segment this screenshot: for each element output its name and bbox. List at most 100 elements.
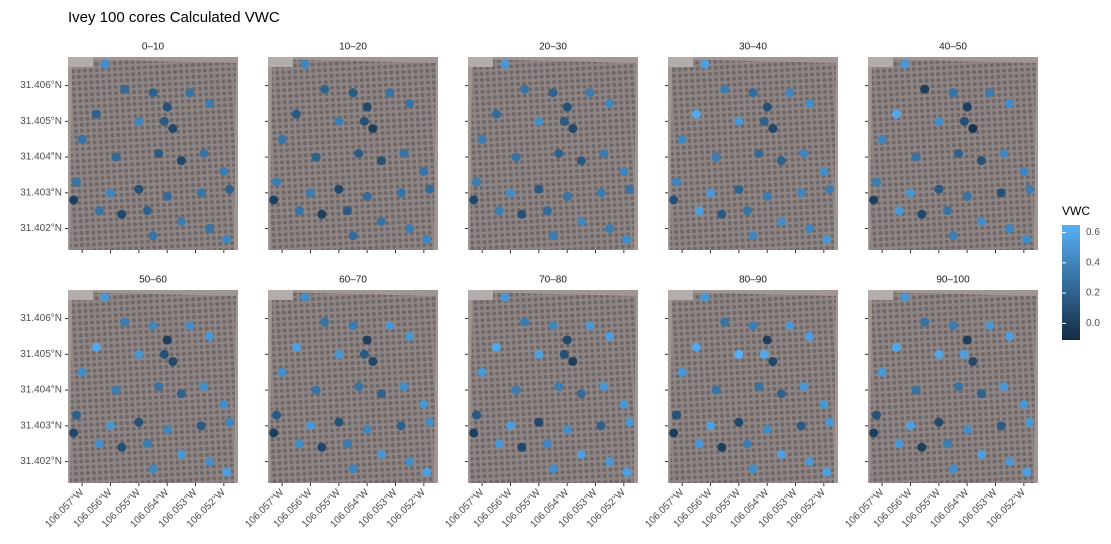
- core-point: [543, 439, 552, 448]
- core-point: [977, 217, 986, 226]
- core-point: [149, 231, 158, 240]
- field: [270, 59, 436, 250]
- core-point: [225, 185, 234, 194]
- core-point: [949, 321, 958, 330]
- core-point: [300, 293, 309, 302]
- core-point: [205, 457, 214, 466]
- core-point: [678, 368, 687, 377]
- colorbar-label: 0.6: [1086, 227, 1100, 238]
- bare-corner: [468, 290, 493, 300]
- core-point: [334, 350, 343, 359]
- core-point: [712, 386, 721, 395]
- core-point: [585, 321, 594, 330]
- core-point: [763, 192, 772, 201]
- core-point: [154, 382, 163, 391]
- core-point: [400, 382, 409, 391]
- core-point: [605, 224, 614, 233]
- bare-corner: [668, 290, 693, 300]
- core-point: [320, 318, 329, 327]
- core-point: [568, 124, 577, 133]
- core-point: [577, 217, 586, 226]
- strip-label: 90–100: [936, 275, 970, 286]
- core-point: [822, 468, 831, 477]
- core-point: [712, 153, 721, 162]
- core-point: [92, 110, 101, 119]
- bare-corner: [468, 57, 493, 67]
- core-point: [977, 389, 986, 398]
- core-point: [534, 350, 543, 359]
- core-point: [78, 135, 87, 144]
- core-point: [934, 185, 943, 194]
- field: [470, 292, 636, 483]
- core-point: [134, 350, 143, 359]
- colorbar-label: 0.4: [1086, 257, 1100, 268]
- core-point: [334, 185, 343, 194]
- core-point: [377, 389, 386, 398]
- core-point: [797, 421, 806, 430]
- core-point: [163, 103, 172, 112]
- y-tick-label: 31.403°N: [20, 187, 62, 198]
- core-point: [534, 418, 543, 427]
- core-point: [306, 421, 315, 430]
- field: [670, 292, 836, 483]
- core-point: [892, 110, 901, 119]
- core-point: [672, 411, 681, 420]
- core-point: [120, 85, 129, 94]
- core-point: [300, 60, 309, 69]
- core-point: [672, 178, 681, 187]
- strip-label: 50–60: [139, 275, 167, 286]
- core-point: [549, 321, 558, 330]
- core-point: [312, 386, 321, 395]
- core-point: [363, 336, 372, 345]
- core-point: [585, 88, 594, 97]
- core-point: [520, 318, 529, 327]
- core-point: [819, 400, 828, 409]
- core-point: [278, 368, 287, 377]
- core-point: [619, 400, 628, 409]
- core-point: [825, 418, 834, 427]
- core-point: [563, 425, 572, 434]
- core-point: [749, 88, 758, 97]
- core-point: [872, 178, 881, 187]
- core-point: [385, 321, 394, 330]
- core-point: [168, 124, 177, 133]
- core-point: [869, 195, 878, 204]
- core-point: [343, 439, 352, 448]
- core-point: [734, 185, 743, 194]
- chart-title: Ivey 100 cores Calculated VWC: [68, 9, 280, 26]
- core-point: [317, 210, 326, 219]
- core-point: [177, 389, 186, 398]
- core-point: [1000, 382, 1009, 391]
- field: [870, 292, 1036, 483]
- y-tick-label: 31.405°N: [20, 349, 62, 360]
- strip-label: 70–80: [539, 275, 567, 286]
- core-point: [678, 135, 687, 144]
- core-point: [492, 343, 501, 352]
- core-point: [800, 382, 809, 391]
- core-point: [605, 332, 614, 341]
- core-point: [963, 336, 972, 345]
- core-point: [478, 135, 487, 144]
- core-point: [949, 88, 958, 97]
- core-point: [400, 149, 409, 158]
- core-point: [197, 421, 206, 430]
- core-point: [1025, 185, 1034, 194]
- core-point: [706, 188, 715, 197]
- core-point: [520, 85, 529, 94]
- core-point: [768, 357, 777, 366]
- core-point: [385, 88, 394, 97]
- core-point: [760, 117, 769, 126]
- core-point: [160, 117, 169, 126]
- core-point: [1005, 224, 1014, 233]
- core-point: [354, 149, 363, 158]
- core-point: [720, 318, 729, 327]
- core-point: [605, 99, 614, 108]
- core-point: [334, 117, 343, 126]
- bare-corner: [868, 57, 893, 67]
- core-point: [177, 217, 186, 226]
- core-point: [78, 368, 87, 377]
- core-point: [106, 421, 115, 430]
- core-point: [743, 206, 752, 215]
- field: [70, 292, 236, 483]
- core-point: [549, 231, 558, 240]
